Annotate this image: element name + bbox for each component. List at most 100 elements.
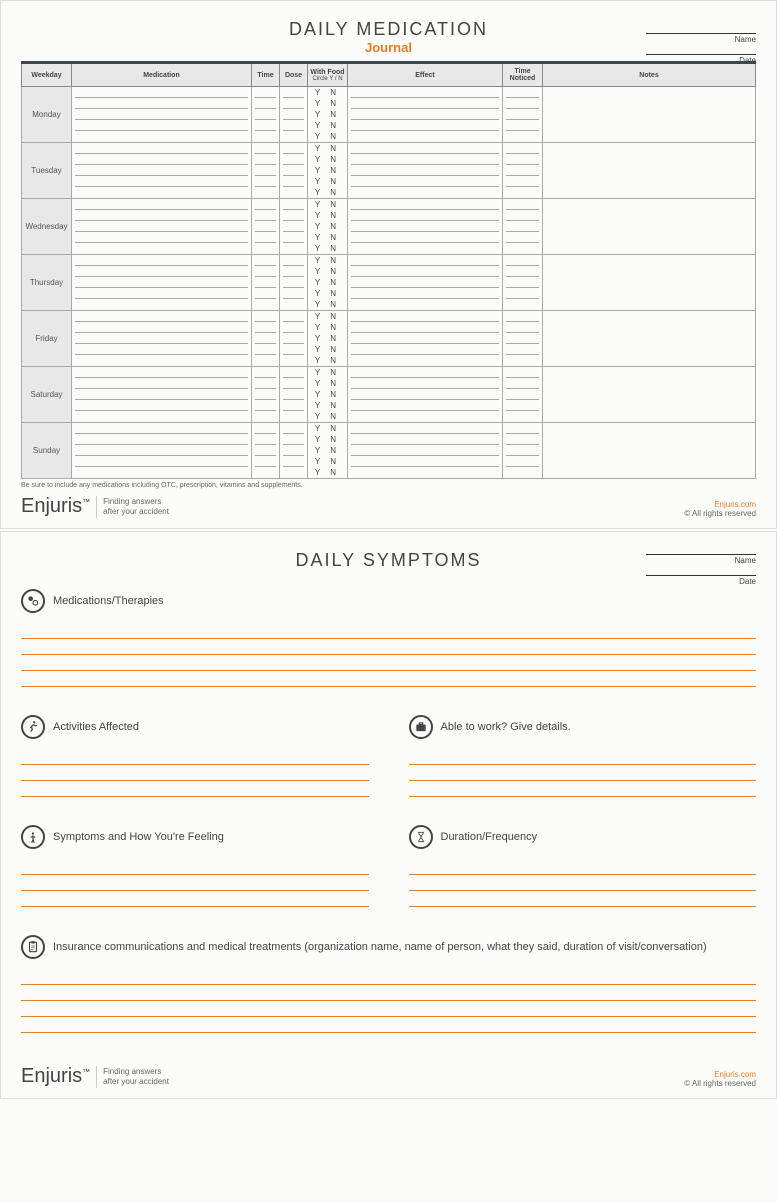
section-duration: Duration/Frequency [409,825,757,907]
medication-table: Weekday Medication Time Dose With FoodCi… [21,61,756,479]
timenoticed-cell [503,143,543,199]
timenoticed-cell [503,367,543,423]
clipboard-icon [21,935,45,959]
timenoticed-cell [503,311,543,367]
section-medications: Medications/Therapies [21,589,756,687]
medication-cell [72,311,252,367]
running-icon [21,715,45,739]
effect-cell [348,143,503,199]
notes-cell [543,143,756,199]
time-cell [252,87,280,143]
effect-cell [348,87,503,143]
footer-rights: © All rights reserved [684,509,756,518]
page1-header: DAILY MEDICATION Journal Name Date [21,19,756,55]
col-weekday: Weekday [22,63,72,87]
col-time: Time [252,63,280,87]
section-title: Able to work? Give details. [441,721,571,733]
weekday-cell: Saturday [22,367,72,423]
pills-icon [21,589,45,613]
notes-cell [543,311,756,367]
dose-cell [280,311,308,367]
withfood-cell: Y NY NY NY NY N [308,199,348,255]
notes-cell [543,423,756,479]
section-symptoms: Symptoms and How You're Feeling [21,825,369,907]
withfood-cell: Y NY NY NY NY N [308,311,348,367]
name-field-label: Name [646,33,756,44]
dose-cell [280,367,308,423]
withfood-cell: Y NY NY NY NY N [308,423,348,479]
section-insurance: Insurance communications and medical tre… [21,935,756,1033]
footer-right: Enjuris.com © All rights reserved [684,500,756,518]
page1-meta: Name Date [646,33,756,75]
write-lines [409,859,757,907]
weekday-cell: Friday [22,311,72,367]
section-title: Symptoms and How You're Feeling [53,831,224,843]
weekday-cell: Monday [22,87,72,143]
effect-cell [348,311,503,367]
brand-block: Enjuris™ Finding answersafter your accid… [21,495,169,518]
section-work: Able to work? Give details. [409,715,757,797]
write-lines [409,749,757,797]
brand-name: Enjuris™ [21,1065,90,1088]
day-row: Tuesday Y NY NY NY NY N [22,143,756,199]
timenoticed-cell [503,199,543,255]
time-cell [252,255,280,311]
write-lines [21,859,369,907]
medication-cell [72,367,252,423]
brand-block: Enjuris™ Finding answersafter your accid… [21,1065,169,1088]
col-dose: Dose [280,63,308,87]
weekday-cell: Sunday [22,423,72,479]
day-row: Sunday Y NY NY NY NY N [22,423,756,479]
section-activities: Activities Affected [21,715,369,797]
col-timenoticed: Time Noticed [503,63,543,87]
day-row: Thursday Y NY NY NY NY N [22,255,756,311]
briefcase-icon [409,715,433,739]
brand-tagline: Finding answersafter your accident [103,497,169,516]
section-title: Medications/Therapies [53,595,164,607]
day-row: Friday Y NY NY NY NY N [22,311,756,367]
notes-cell [543,199,756,255]
day-row: MondayY NY NY NY NY N [22,87,756,143]
effect-cell [348,367,503,423]
page1-footer: Enjuris™ Finding answersafter your accid… [21,495,756,518]
page-symptoms: DAILY SYMPTOMS Name Date Medications/The… [0,531,777,1099]
withfood-cell: Y NY NY NY NY N [308,143,348,199]
timenoticed-cell [503,255,543,311]
time-cell [252,199,280,255]
hourglass-icon [409,825,433,849]
withfood-cell: Y NY NY NY NY N [308,255,348,311]
page-medication: DAILY MEDICATION Journal Name Date Weekd… [0,0,777,529]
weekday-cell: Thursday [22,255,72,311]
write-lines [21,749,369,797]
section-title: Activities Affected [53,721,139,733]
section-title: Insurance communications and medical tre… [53,941,707,953]
medication-cell [72,199,252,255]
dose-cell [280,143,308,199]
effect-cell [348,255,503,311]
section-title: Duration/Frequency [441,831,538,843]
medication-cell [72,255,252,311]
brand-name: Enjuris™ [21,495,90,518]
table-footnote: Be sure to include any medications inclu… [21,482,756,489]
date-field-label: Date [646,575,756,586]
medication-cell [72,423,252,479]
brand-divider [96,1066,97,1088]
brand-tagline: Finding answersafter your accident [103,1067,169,1086]
withfood-cell: Y NY NY NY NY N [308,367,348,423]
footer-rights: © All rights reserved [684,1079,756,1088]
write-lines [21,623,756,687]
weekday-cell: Tuesday [22,143,72,199]
medication-cell [72,143,252,199]
person-icon [21,825,45,849]
page2-footer: Enjuris™ Finding answersafter your accid… [21,1065,756,1088]
time-cell [252,143,280,199]
day-row: Saturday Y NY NY NY NY N [22,367,756,423]
page2-meta: Name Date [646,554,756,596]
dose-cell [280,87,308,143]
date-field-label: Date [646,54,756,65]
name-field-label: Name [646,554,756,565]
time-cell [252,423,280,479]
footer-site: Enjuris.com [684,500,756,509]
page2-header: DAILY SYMPTOMS Name Date [21,550,756,571]
day-row: WednesdayY NY NY NY NY N [22,199,756,255]
